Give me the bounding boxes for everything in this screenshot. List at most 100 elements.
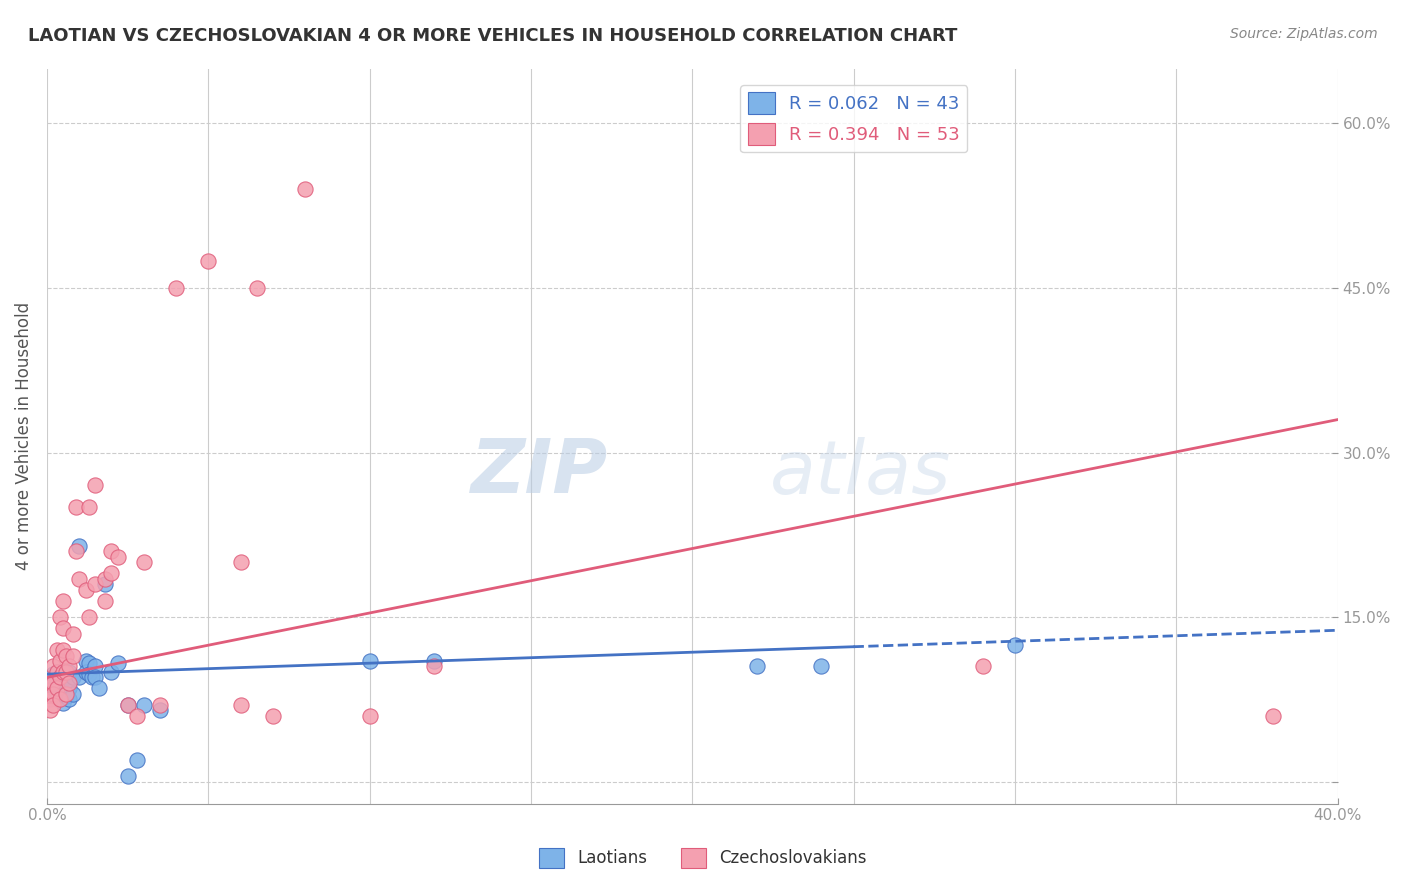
Point [107, 549, 129, 564]
Point [58, 692, 80, 706]
Point [45, 665, 67, 679]
Point [65, 500, 87, 515]
Point [94, 572, 117, 586]
Point [197, 253, 219, 268]
Point [45, 673, 67, 688]
Point [149, 698, 172, 712]
Point [39, 670, 62, 684]
Point [149, 703, 172, 717]
Legend: R = 0.062   N = 43, R = 0.394   N = 53: R = 0.062 N = 43, R = 0.394 N = 53 [741, 85, 967, 153]
Point [100, 566, 122, 581]
Point [55, 687, 77, 701]
Point [1004, 638, 1026, 652]
Point [972, 659, 994, 673]
Point [55, 689, 77, 703]
Point [42, 659, 65, 673]
Point [77, 667, 100, 681]
Point [45, 643, 67, 657]
Point [117, 698, 139, 712]
Point [52, 621, 75, 635]
Point [42, 687, 65, 701]
Point [229, 555, 252, 569]
Point [165, 281, 187, 295]
Point [62, 670, 84, 684]
Point [262, 709, 284, 723]
Point [52, 593, 75, 607]
Point [100, 665, 122, 679]
Point [810, 659, 832, 673]
Point [62, 687, 84, 701]
Point [58, 681, 80, 696]
Point [87, 681, 110, 696]
Point [132, 555, 155, 569]
Point [67, 539, 90, 553]
Point [58, 676, 80, 690]
Point [100, 544, 122, 558]
Point [107, 656, 129, 670]
Point [45, 665, 67, 679]
Point [359, 709, 381, 723]
Point [52, 696, 75, 710]
Text: atlas: atlas [769, 437, 950, 508]
Point [42, 681, 65, 696]
Point [49, 692, 72, 706]
Point [52, 665, 75, 679]
Point [49, 684, 72, 698]
Point [132, 698, 155, 712]
Point [62, 626, 84, 640]
Point [84, 478, 107, 492]
Point [39, 692, 62, 706]
Point [52, 643, 75, 657]
Point [94, 593, 117, 607]
Point [77, 656, 100, 670]
Point [49, 676, 72, 690]
Point [45, 692, 67, 706]
Point [1261, 709, 1284, 723]
Point [55, 665, 77, 679]
Point [117, 698, 139, 712]
Point [84, 670, 107, 684]
Point [42, 698, 65, 712]
Point [94, 577, 117, 591]
Point [65, 544, 87, 558]
Point [117, 769, 139, 783]
Point [75, 665, 97, 679]
Point [67, 670, 90, 684]
Point [75, 582, 97, 597]
Point [84, 577, 107, 591]
Point [39, 676, 62, 690]
Point [49, 610, 72, 624]
Point [127, 753, 149, 767]
Point [359, 654, 381, 668]
Point [49, 678, 72, 692]
Point [42, 676, 65, 690]
Point [58, 659, 80, 673]
Point [745, 659, 768, 673]
Legend: Laotians, Czechoslovakians: Laotians, Czechoslovakians [533, 841, 873, 875]
Point [55, 648, 77, 663]
Point [52, 687, 75, 701]
Point [77, 610, 100, 624]
Point [52, 670, 75, 684]
Point [45, 681, 67, 696]
Point [294, 182, 316, 196]
Point [127, 709, 149, 723]
Point [39, 703, 62, 717]
Point [67, 572, 90, 586]
Point [77, 500, 100, 515]
Point [62, 648, 84, 663]
Point [423, 654, 446, 668]
Point [49, 670, 72, 684]
Point [58, 665, 80, 679]
Point [229, 698, 252, 712]
Point [55, 678, 77, 692]
Point [80, 670, 103, 684]
Point [84, 659, 107, 673]
Point [49, 654, 72, 668]
Point [246, 281, 269, 295]
Point [55, 670, 77, 684]
Text: ZIP: ZIP [471, 436, 609, 509]
Text: Source: ZipAtlas.com: Source: ZipAtlas.com [1230, 27, 1378, 41]
Point [423, 659, 446, 673]
Point [42, 667, 65, 681]
